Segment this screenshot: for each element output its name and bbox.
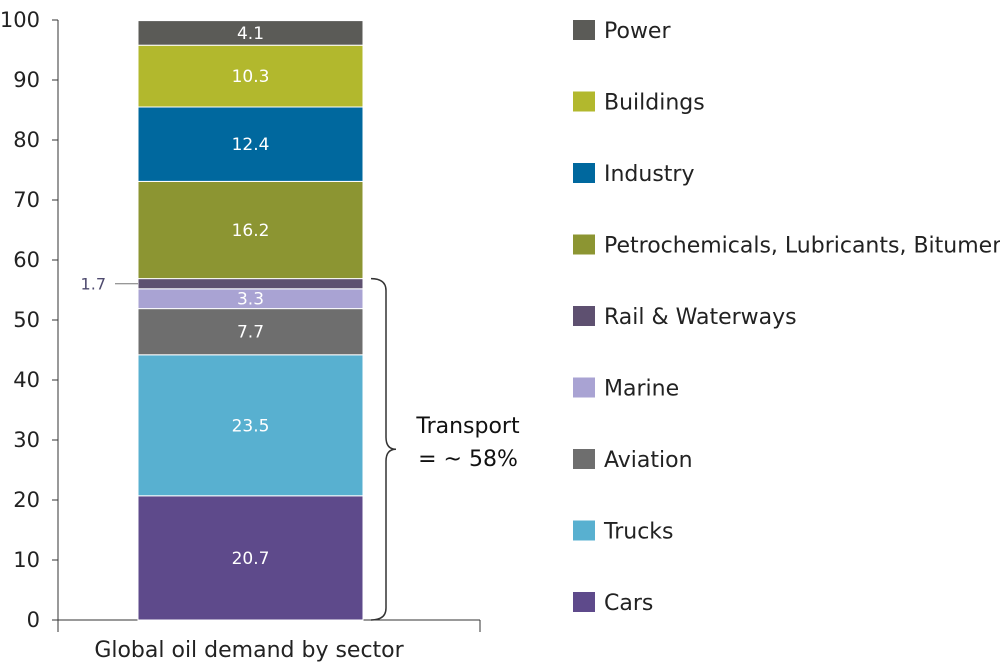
legend-label-cars: Cars bbox=[604, 591, 653, 616]
legend-item-power: Power bbox=[573, 19, 671, 44]
transport-bracket: Transport = ~ 58% bbox=[370, 277, 520, 621]
bar-segments bbox=[137, 20, 364, 621]
legend-swatch-trucks bbox=[573, 520, 595, 541]
legend-item-industry: Industry bbox=[573, 162, 695, 187]
data-label-power: 4.1 bbox=[237, 24, 264, 44]
legend-item-rail-waterways: Rail & Waterways bbox=[573, 305, 797, 330]
y-tick-label-80: 80 bbox=[13, 128, 40, 152]
legend: Power Buildings Industry Petrochemicals, Lu… bbox=[573, 19, 1000, 616]
legend-label-petrochemicals-lubricants-bitumen: Petrochemicals, Lubricants, Bitumen bbox=[604, 234, 1000, 259]
y-tick-label-90: 90 bbox=[13, 68, 40, 92]
legend-swatch-aviation bbox=[573, 449, 595, 469]
legend-item-aviation: Aviation bbox=[573, 448, 693, 473]
segment-labels: 20.7 23.5 7.7 3.3 1.7 16.2 12.4 10.3 4.1 bbox=[81, 24, 270, 569]
legend-swatch-petrochemicals-lubricants-bitumen bbox=[573, 234, 595, 255]
bar-segment-power bbox=[137, 20, 364, 46]
y-tick-label-40: 40 bbox=[13, 368, 40, 392]
bracket-shape bbox=[370, 277, 397, 621]
bar-segment-trucks bbox=[137, 354, 364, 497]
legend-label-buildings: Buildings bbox=[604, 91, 705, 116]
legend-swatch-cars bbox=[573, 592, 595, 612]
y-tick-label-0: 0 bbox=[27, 608, 40, 632]
y-tick-label-60: 60 bbox=[13, 248, 40, 272]
data-label-rail-waterways: 1.7 bbox=[81, 275, 106, 294]
legend-swatch-rail-waterways bbox=[573, 306, 595, 326]
bar-segment-industry bbox=[137, 106, 364, 182]
legend-label-trucks: Trucks bbox=[603, 520, 674, 545]
legend-item-buildings: Buildings bbox=[573, 91, 705, 116]
y-ticks: 0 10 20 30 40 50 60 70 80 90 100 bbox=[0, 8, 58, 632]
transport-annotation-line1: Transport bbox=[415, 414, 520, 439]
bar-segment-rail-waterways bbox=[137, 278, 364, 290]
y-tick-label-10: 10 bbox=[13, 548, 40, 572]
legend-swatch-marine bbox=[573, 377, 595, 398]
data-label-industry: 12.4 bbox=[232, 135, 270, 155]
y-tick-label-70: 70 bbox=[13, 188, 40, 212]
data-label-trucks: 23.5 bbox=[232, 416, 270, 436]
bar-segment-cars bbox=[137, 495, 364, 621]
y-tick-label-50: 50 bbox=[13, 308, 40, 332]
data-label-marine: 3.3 bbox=[237, 290, 264, 310]
legend-label-power: Power bbox=[604, 19, 671, 44]
y-tick-label-30: 30 bbox=[13, 428, 40, 452]
legend-label-industry: Industry bbox=[604, 162, 695, 187]
data-label-petrochemicals-lubricants-bitumen: 16.2 bbox=[232, 221, 270, 241]
legend-label-marine: Marine bbox=[604, 377, 679, 402]
y-tick-label-20: 20 bbox=[13, 488, 40, 512]
bar-segment-aviation bbox=[137, 308, 364, 356]
legend-item-cars: Cars bbox=[573, 591, 653, 616]
bar-segment-petrochemicals-lubricants-bitumen bbox=[137, 180, 364, 280]
legend-swatch-power bbox=[573, 20, 595, 40]
legend-swatch-industry bbox=[573, 163, 595, 183]
legend-item-marine: Marine bbox=[573, 377, 679, 402]
x-axis-label: Global oil demand by sector bbox=[94, 638, 404, 663]
data-label-buildings: 10.3 bbox=[232, 67, 270, 87]
legend-item-petrochemicals-lubricants-bitumen: Petrochemicals, Lubricants, Bitumen bbox=[573, 234, 1000, 259]
bar-segment-buildings bbox=[137, 44, 364, 108]
legend-label-rail-waterways: Rail & Waterways bbox=[604, 305, 797, 330]
y-tick-label-100: 100 bbox=[0, 8, 40, 32]
legend-item-trucks: Trucks bbox=[573, 520, 674, 545]
data-label-aviation: 7.7 bbox=[237, 323, 264, 343]
transport-annotation-line2: = ~ 58% bbox=[418, 447, 518, 472]
legend-label-aviation: Aviation bbox=[604, 448, 693, 473]
data-label-cars: 20.7 bbox=[232, 549, 270, 569]
legend-swatch-buildings bbox=[573, 91, 595, 112]
